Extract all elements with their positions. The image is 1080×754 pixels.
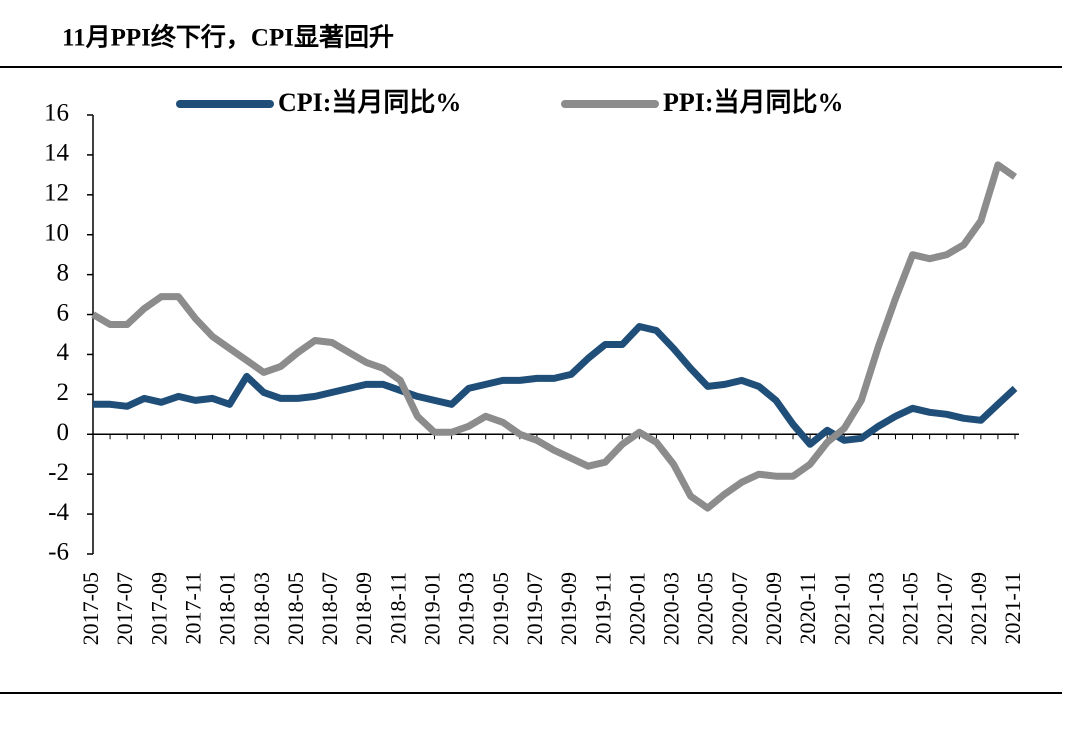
x-tick-label: 2018-01 [215,572,240,645]
x-tick-label: 2017-09 [146,572,171,645]
x-tick-label: 2020-09 [761,572,786,645]
x-tick-label: 2020-01 [624,572,649,645]
x-tick-label: 2021-07 [932,572,957,645]
x-tick-label: 2020-07 [727,572,752,645]
y-tick-label: 6 [57,299,70,326]
series-line [93,323,1018,448]
y-tick-label: 2 [57,379,70,406]
x-tick-label: 2018-09 [351,572,376,645]
x-tick-label: 2018-07 [317,572,342,645]
x-tick-label: 2019-03 [454,572,479,645]
x-tick-label: 2018-05 [283,572,308,645]
chart-title: 11月PPI终下行，CPI显著回升 [62,23,394,52]
x-tick-label: 2019-07 [522,572,547,645]
y-tick-label: 16 [44,100,69,127]
x-tick-label: 2020-11 [795,572,820,645]
x-tick-label: 2018-03 [249,572,274,645]
x-tick-label: 2018-11 [385,572,410,645]
x-tick-label: 2019-09 [556,572,581,645]
x-tick-label: 2020-03 [659,572,684,645]
x-tick-label: 2017-11 [180,572,205,645]
y-tick-label: -2 [48,459,69,486]
x-tick-label: 2019-01 [420,572,445,645]
x-tick-label: 2021-11 [1000,572,1025,645]
legend-label: PPI:当月同比% [663,88,844,117]
y-tick-label: 0 [57,419,70,446]
x-tick-label: 2017-05 [78,572,103,645]
x-tick-label: 2019-11 [590,572,615,645]
x-tick-label: 2021-03 [863,572,888,645]
legend-label: CPI:当月同比% [278,88,461,117]
y-tick-label: 12 [44,180,69,207]
y-tick-label: -4 [48,499,69,526]
x-tick-label: 2021-01 [829,572,854,645]
x-tick-label: 2020-05 [693,572,718,645]
x-tick-label: 2021-09 [966,572,991,645]
y-tick-label: -6 [48,539,69,566]
x-tick-label: 2017-07 [112,572,137,645]
x-tick-label: 2021-05 [898,572,923,645]
y-tick-label: 14 [44,140,70,167]
x-tick-label: 2019-05 [488,572,513,645]
y-tick-label: 10 [44,219,69,246]
y-tick-label: 4 [57,339,70,366]
series-line [91,161,1018,512]
y-tick-label: 8 [57,259,70,286]
